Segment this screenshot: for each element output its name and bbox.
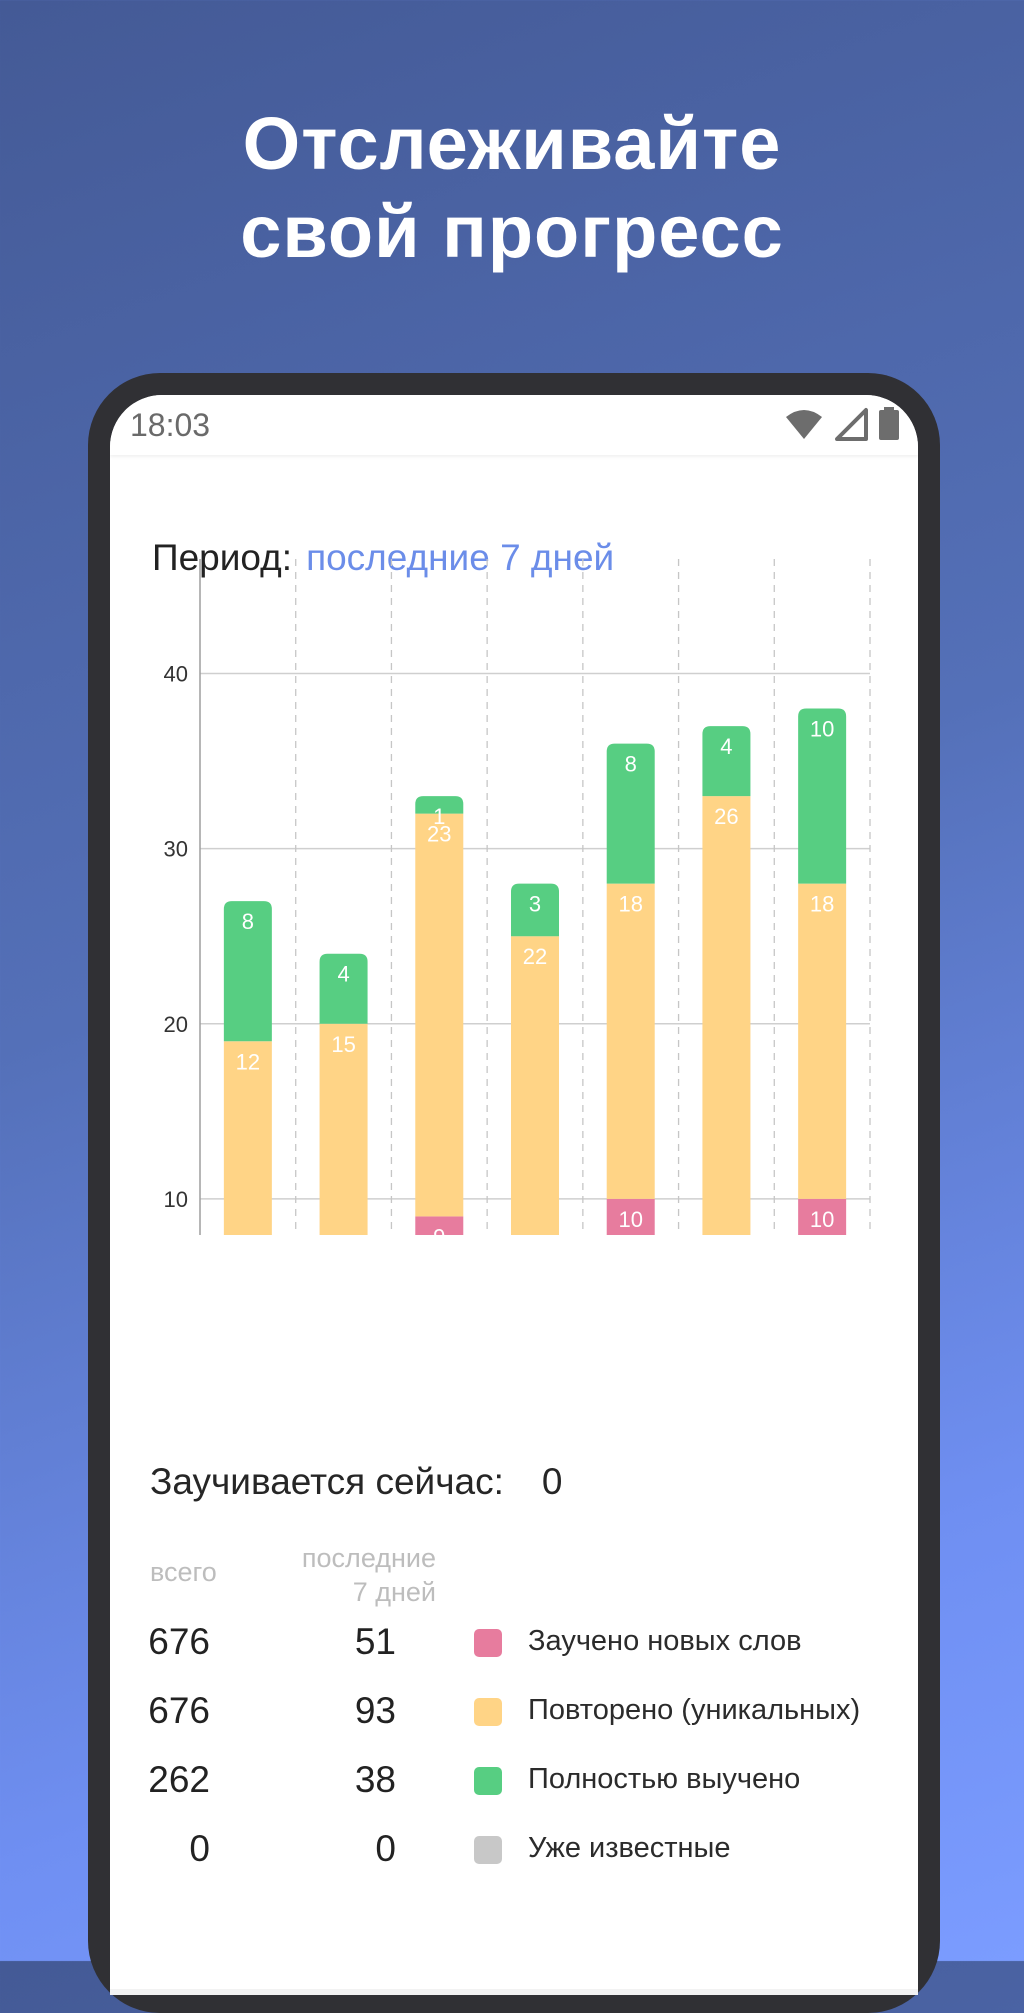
wifi-icon [786, 410, 823, 439]
bar-segment-new [415, 1216, 464, 1235]
y-tick-label: 30 [164, 837, 188, 862]
bar-value-label: 8 [242, 909, 254, 934]
bar-segment-repeated [606, 883, 655, 1199]
period-value-link[interactable]: последние 7 дней [306, 537, 615, 578]
headline-line-2: свой прогресс [240, 190, 784, 273]
bar-segment-learned [415, 796, 464, 814]
bar-segment-learned [702, 726, 751, 797]
bar-segment-learned [606, 743, 655, 884]
bar-segment-learned [798, 708, 847, 884]
bar-segment-repeated [511, 936, 559, 1235]
bar-value-label: 22 [523, 944, 547, 969]
headline: Отслеживайте свой прогресс [0, 100, 1024, 276]
bar-segment-learned [511, 883, 559, 937]
bar-value-label: 26 [714, 804, 738, 829]
stats-header-week-line-2: 7 дней [352, 1577, 436, 1607]
stat-week-value: 38 [354, 1759, 396, 1800]
signal-icon [834, 408, 868, 441]
bar-value-label: 3 [529, 892, 541, 917]
stat-total-value: 676 [148, 1690, 210, 1731]
stats-row-known: 0 0 Уже известные [110, 1828, 918, 1872]
period-label: Период: [152, 537, 293, 578]
bar-value-label: 15 [331, 1032, 355, 1057]
legend-label-learned: Полностью выучено [528, 1763, 801, 1795]
status-bar: 18:03 [110, 395, 918, 455]
stats-row-repeated: 676 93 Повторено (уникальных) [110, 1690, 918, 1734]
y-tick-label: 40 [164, 662, 188, 687]
period-selector: Период: последние 7 дней [152, 537, 614, 579]
learning-now: Заучивается сейчас: 0 [150, 1461, 562, 1503]
bar-value-label: 1 [433, 804, 445, 829]
legend-swatch-learned [474, 1767, 502, 1795]
legend-label-repeated: Повторено (уникальных) [528, 1694, 861, 1726]
bar-segment-new [606, 1198, 655, 1235]
bar-value-label: 4 [337, 962, 349, 987]
bar-segment-repeated [798, 883, 847, 1199]
bottom-divider [110, 1989, 918, 1995]
legend-swatch-known [474, 1836, 502, 1864]
y-tick-label: 20 [164, 1012, 188, 1037]
y-tick-label: 10 [164, 1187, 188, 1212]
headline-line-1: Отслеживайте [242, 102, 782, 185]
bar-segment-repeated [319, 1023, 368, 1235]
bar-segment-learned [319, 953, 368, 1024]
stat-week-value: 51 [354, 1621, 396, 1662]
bar-value-label: 8 [625, 752, 637, 777]
learning-now-value: 0 [541, 1461, 563, 1502]
battery-icon [879, 407, 899, 440]
bar-segment-new [798, 1198, 847, 1235]
stat-total-value: 262 [148, 1759, 210, 1800]
stats-row-new: 676 51 Заучено новых слов [110, 1621, 918, 1665]
stat-week-value: 0 [375, 1828, 396, 1869]
stat-week-value: 93 [354, 1690, 396, 1731]
bar-value-label: 12 [236, 1049, 260, 1074]
stat-total-value: 0 [189, 1828, 210, 1869]
stat-total-value: 676 [148, 1621, 210, 1662]
stats-row-learned: 262 38 Полностью выучено [110, 1759, 918, 1803]
progress-bar-chart: 01020304071288 апр51549 апр923110 апр322… [164, 559, 871, 1235]
bar-value-label: 4 [720, 734, 732, 759]
legend-swatch-repeated [474, 1698, 502, 1726]
phone-frame: 18:03 Период:последние 7 дней 0102030407… [88, 373, 940, 2013]
bar-segment-repeated [415, 813, 464, 1217]
bar-segment-repeated [702, 796, 751, 1235]
bar-value-label: 9 [433, 1224, 445, 1235]
legend-label-known: Уже известные [528, 1832, 731, 1864]
bar-value-label: 18 [618, 892, 642, 917]
bar-value-label: 10 [810, 717, 834, 742]
bar-segment-repeated [223, 1041, 272, 1235]
legend-swatch-new [474, 1629, 502, 1657]
bar-value-label: 18 [810, 892, 834, 917]
stats-header-week-line-1: последние [301, 1543, 436, 1573]
bar-value-label: 23 [427, 822, 451, 847]
learning-now-label: Заучивается сейчас: [150, 1461, 504, 1502]
stats-header-week: последние 7 дней [110, 1541, 436, 1609]
legend-label-new: Заучено новых слов [528, 1625, 802, 1657]
bar-segment-learned [223, 901, 272, 1042]
bar-value-label: 10 [810, 1207, 834, 1232]
phone-screen: 18:03 Период:последние 7 дней 0102030407… [110, 395, 918, 1995]
stats-header-total: всего [150, 1557, 217, 1587]
bar-value-label: 10 [618, 1207, 642, 1232]
status-icons [779, 407, 900, 441]
status-time: 18:03 [130, 407, 211, 443]
